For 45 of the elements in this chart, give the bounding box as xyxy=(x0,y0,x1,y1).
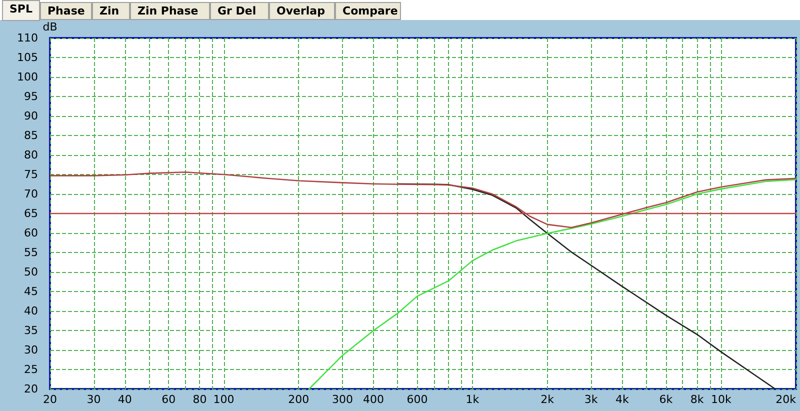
y-tick-label: 90 xyxy=(24,110,38,122)
text: Zin xyxy=(100,4,120,18)
y-tick-label: 100 xyxy=(17,70,38,84)
x-tick-label: 600 xyxy=(406,393,428,406)
y-tick-label: 85 xyxy=(24,129,38,142)
x-tick-label: 60 xyxy=(162,393,176,406)
x-tick-label: 4k xyxy=(616,393,630,406)
x-tick-label: 200 xyxy=(288,393,310,406)
x-tick-label: 20 xyxy=(43,393,57,406)
text: Zin Phase xyxy=(138,4,198,18)
y-tick-label: 45 xyxy=(24,285,38,298)
y-tick-label: 20 xyxy=(24,382,38,396)
x-tick-label: 2k xyxy=(540,393,555,406)
y-tick-label: 65 xyxy=(24,207,38,220)
y-tick-label: 25 xyxy=(24,363,38,376)
y-tick-label: 60 xyxy=(24,226,38,240)
y-tick-label: 105 xyxy=(17,51,38,64)
text: Compare xyxy=(342,4,398,18)
y-tick-label: 75 xyxy=(24,168,38,181)
x-tick-label: 100 xyxy=(213,393,234,406)
y-tick-label: 80 xyxy=(24,148,38,162)
x-tick-label: 80 xyxy=(192,393,207,406)
text: SPL xyxy=(10,2,32,16)
y-tick-label: 70 xyxy=(24,188,38,200)
y-tick-label: 30 xyxy=(24,344,38,356)
text: Phase xyxy=(48,4,85,18)
x-tick-label: 1k xyxy=(466,393,480,406)
x-tick-label: 300 xyxy=(332,393,353,406)
text: Gr Del xyxy=(218,4,256,18)
y-tick-label: 35 xyxy=(24,324,38,337)
y-tick-label: 110 xyxy=(17,32,38,44)
x-tick-label: 40 xyxy=(118,393,132,406)
x-tick-label: 6k xyxy=(659,393,674,406)
x-tick-label: 10k xyxy=(710,393,732,406)
y-tick-label: 55 xyxy=(24,246,38,259)
x-tick-label: 8k xyxy=(690,393,704,406)
x-tick-label: 3k xyxy=(584,393,598,406)
x-tick-label: 20k xyxy=(776,393,797,406)
text: Overlap xyxy=(276,4,326,18)
x-tick-label: 30 xyxy=(86,393,101,406)
y-tick-label: 40 xyxy=(24,304,38,318)
x-tick-label: 400 xyxy=(363,393,384,406)
y-axis-title: dB xyxy=(42,20,58,34)
y-tick-label: 95 xyxy=(24,90,38,103)
y-tick-label: 50 xyxy=(24,266,38,278)
